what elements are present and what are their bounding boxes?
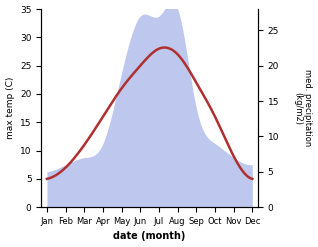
X-axis label: date (month): date (month) xyxy=(114,231,186,242)
Y-axis label: max temp (C): max temp (C) xyxy=(5,77,15,139)
Y-axis label: med. precipitation
(kg/m2): med. precipitation (kg/m2) xyxy=(293,69,313,147)
